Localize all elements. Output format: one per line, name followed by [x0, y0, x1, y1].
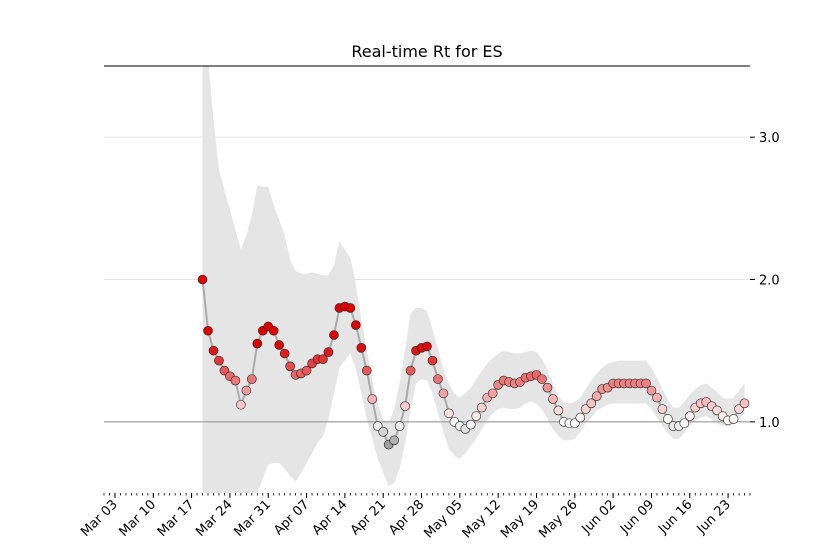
- rt-point: [646, 385, 657, 396]
- rt-point: [422, 341, 432, 352]
- rt-point: [318, 354, 328, 365]
- rt-point: [471, 411, 482, 421]
- rt-point: [405, 365, 416, 376]
- rt-point: [361, 365, 372, 376]
- rt-point: [400, 401, 410, 411]
- rt-point: [427, 355, 438, 366]
- rt-point: [663, 414, 673, 424]
- rt-point: [537, 374, 547, 384]
- x-tick-label: Apr 28: [386, 497, 427, 538]
- x-tick-label: Jun 02: [579, 497, 619, 537]
- rt-point: [476, 402, 487, 413]
- rt-point: [301, 365, 312, 376]
- rt-point: [739, 398, 750, 409]
- x-tick-label: May 26: [536, 497, 580, 541]
- rt-point: [279, 348, 290, 359]
- x-tick-label: Apr 07: [271, 497, 312, 538]
- rt-point: [394, 421, 405, 431]
- rt-point: [657, 404, 668, 414]
- rt-point: [230, 375, 241, 386]
- x-tick-label: Mar 31: [231, 497, 274, 540]
- rt-point: [345, 303, 356, 313]
- rt-point: [351, 320, 361, 330]
- x-tick-label: Apr 21: [348, 497, 389, 538]
- rt-point: [641, 378, 651, 389]
- rt-point: [586, 398, 597, 409]
- x-tick-label: May 05: [421, 497, 465, 541]
- rt-point: [728, 414, 739, 424]
- rt-point: [542, 382, 553, 393]
- rt-point: [444, 408, 454, 419]
- x-tick-label: Jun 16: [655, 497, 695, 537]
- rt-point: [652, 392, 662, 403]
- rt-point: [208, 345, 219, 356]
- rt-point: [378, 426, 389, 437]
- rt-point: [268, 325, 279, 336]
- rt-point: [367, 394, 378, 404]
- rt-point: [389, 435, 399, 446]
- x-tick-label: Mar 10: [117, 497, 160, 540]
- y-tick-label: 2.0: [759, 274, 780, 289]
- rt-point: [329, 330, 339, 340]
- rt-point: [285, 361, 295, 372]
- rt-point: [465, 419, 476, 430]
- confidence-band: [202, 66, 745, 493]
- x-tick-label: Mar 24: [193, 497, 236, 540]
- x-tick-label: May 19: [498, 497, 542, 541]
- rt-point: [591, 391, 602, 402]
- rt-point: [241, 385, 252, 396]
- rt-point: [487, 388, 498, 399]
- rt-point: [203, 325, 213, 336]
- x-tick-label: Mar 03: [78, 497, 121, 540]
- x-tick-label: Jun 09: [617, 497, 657, 537]
- plot-area: [104, 66, 750, 493]
- rt-point: [433, 374, 443, 384]
- rt-point: [214, 355, 224, 366]
- rt-point: [438, 388, 449, 399]
- rt-point: [323, 347, 334, 357]
- x-tick-label: Mar 17: [155, 497, 198, 540]
- rt-point: [274, 340, 284, 350]
- rt-point: [356, 343, 367, 353]
- rt-point: [247, 374, 257, 384]
- rt-point: [236, 399, 246, 410]
- y-tick-label: 3.0: [759, 131, 780, 146]
- x-tick-label: Apr 14: [310, 497, 351, 538]
- chart-title: Real-time Rt for ES: [351, 42, 502, 61]
- x-tick-label: Jun 23: [694, 497, 734, 537]
- rt-point: [684, 411, 695, 421]
- rt-point: [575, 412, 586, 423]
- rt-point: [252, 338, 263, 349]
- x-tick-label: May 12: [460, 497, 504, 541]
- rt-point: [679, 418, 690, 429]
- y-tick-label: 1.0: [759, 416, 780, 431]
- rt-point: [553, 405, 564, 416]
- rt-point: [548, 394, 558, 404]
- rt-point: [197, 274, 208, 285]
